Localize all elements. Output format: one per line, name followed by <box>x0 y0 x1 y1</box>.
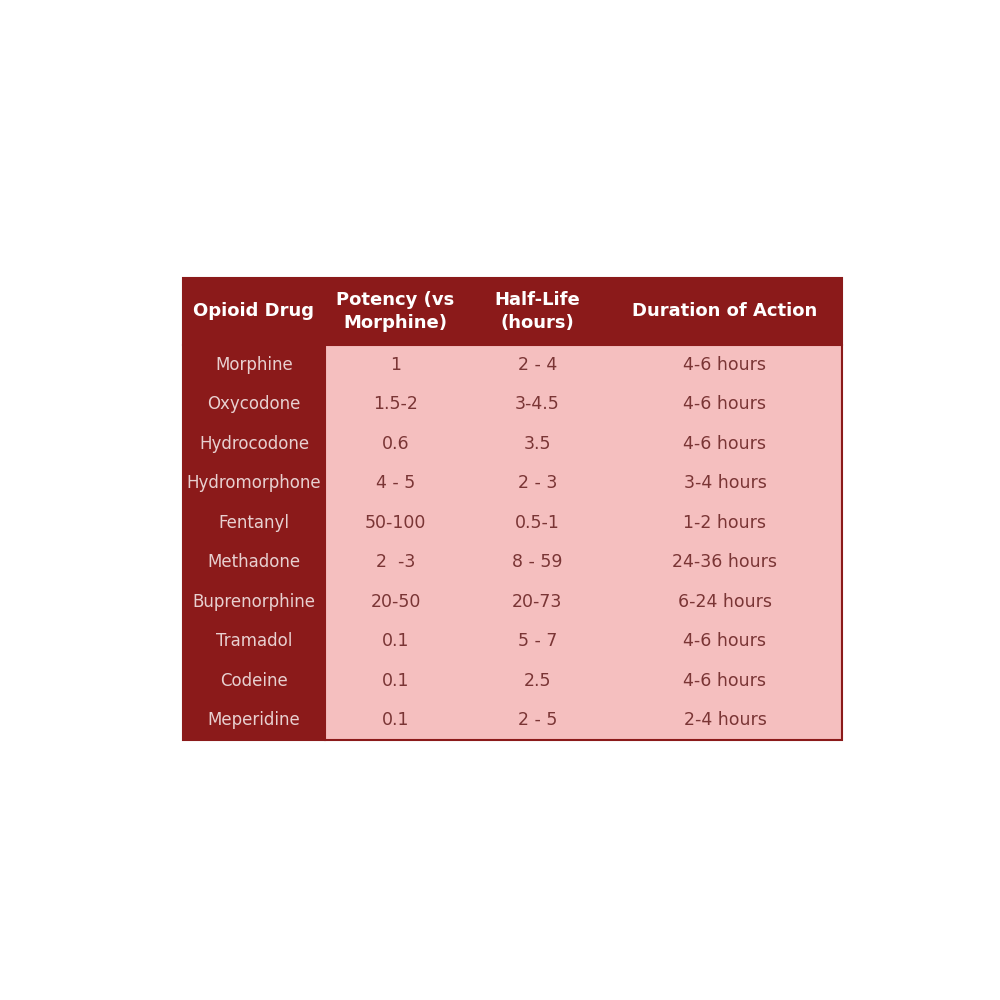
Bar <box>183 278 842 740</box>
Text: 1: 1 <box>390 356 401 374</box>
Text: Opioid Drug: Opioid Drug <box>193 302 314 320</box>
Text: 2-4 hours: 2-4 hours <box>684 711 766 729</box>
Text: 4-6 hours: 4-6 hours <box>683 632 766 650</box>
Text: 2.5: 2.5 <box>523 672 551 690</box>
Text: Tramadol: Tramadol <box>216 632 292 650</box>
Text: Morphine: Morphine <box>215 356 293 374</box>
Text: Half-Life
(hours): Half-Life (hours) <box>494 291 580 332</box>
Text: 6-24 hours: 6-24 hours <box>678 593 772 611</box>
Text: 4-6 hours: 4-6 hours <box>683 672 766 690</box>
Text: 0.6: 0.6 <box>382 435 409 453</box>
Text: 3.5: 3.5 <box>523 435 551 453</box>
Text: 0.5-1: 0.5-1 <box>515 514 560 532</box>
Text: Oxycodone: Oxycodone <box>207 395 301 413</box>
Text: 0.1: 0.1 <box>382 632 409 650</box>
Text: 50-100: 50-100 <box>365 514 426 532</box>
Text: 3-4 hours: 3-4 hours <box>684 474 766 492</box>
Text: 2  -3: 2 -3 <box>376 553 415 571</box>
Text: Methadone: Methadone <box>207 553 301 571</box>
Text: 8 - 59: 8 - 59 <box>512 553 562 571</box>
Text: 4 - 5: 4 - 5 <box>376 474 415 492</box>
Text: 0.1: 0.1 <box>382 672 409 690</box>
Text: 1.5-2: 1.5-2 <box>373 395 418 413</box>
Bar <box>183 278 842 345</box>
Text: Buprenorphine: Buprenorphine <box>192 593 315 611</box>
Text: 20-73: 20-73 <box>512 593 562 611</box>
Text: 2 - 4: 2 - 4 <box>518 356 557 374</box>
Text: 20-50: 20-50 <box>370 593 421 611</box>
Text: 3-4.5: 3-4.5 <box>515 395 560 413</box>
Text: 4-6 hours: 4-6 hours <box>683 356 766 374</box>
Bar <box>183 345 325 740</box>
Text: Hydromorphone: Hydromorphone <box>187 474 321 492</box>
Text: 4-6 hours: 4-6 hours <box>683 395 766 413</box>
Text: 5 - 7: 5 - 7 <box>518 632 557 650</box>
Text: Fentanyl: Fentanyl <box>218 514 289 532</box>
Text: Potency (vs
Morphine): Potency (vs Morphine) <box>336 291 455 332</box>
Text: 0.1: 0.1 <box>382 711 409 729</box>
Text: Meperidine: Meperidine <box>208 711 300 729</box>
Text: 24-36 hours: 24-36 hours <box>672 553 777 571</box>
Text: 1-2 hours: 1-2 hours <box>683 514 766 532</box>
Text: Codeine: Codeine <box>220 672 288 690</box>
Bar <box>325 345 842 740</box>
Text: 2 - 5: 2 - 5 <box>518 711 557 729</box>
Text: 2 - 3: 2 - 3 <box>518 474 557 492</box>
Text: Duration of Action: Duration of Action <box>632 302 818 320</box>
Text: 4-6 hours: 4-6 hours <box>683 435 766 453</box>
Text: Hydrocodone: Hydrocodone <box>199 435 309 453</box>
